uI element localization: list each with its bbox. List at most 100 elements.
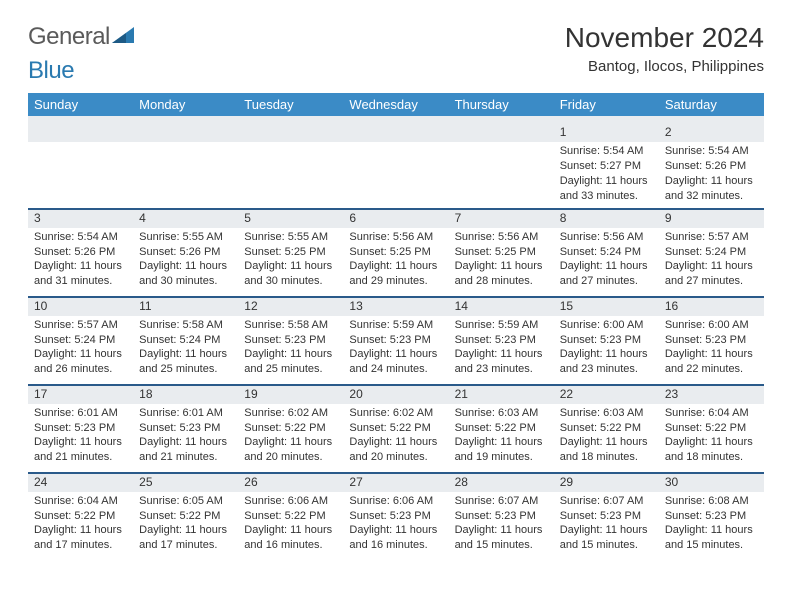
day-number: 9	[659, 210, 764, 228]
daylight-line: Daylight: 11 hours and 26 minutes.	[34, 347, 127, 377]
day-number: 21	[449, 386, 554, 404]
sunrise-line: Sunrise: 5:54 AM	[34, 230, 127, 245]
daylight-line: Daylight: 11 hours and 25 minutes.	[139, 347, 232, 377]
day-number: 1	[554, 124, 659, 142]
daylight-line: Daylight: 11 hours and 21 minutes.	[34, 435, 127, 465]
daylight-line: Daylight: 11 hours and 24 minutes.	[349, 347, 442, 377]
day-number: 17	[28, 386, 133, 404]
sunrise-line: Sunrise: 6:06 AM	[244, 494, 337, 509]
title-block: November 2024 Bantog, Ilocos, Philippine…	[565, 22, 764, 75]
day-number: 22	[554, 386, 659, 404]
calendar-cell: 4Sunrise: 5:55 AMSunset: 5:26 PMDaylight…	[133, 209, 238, 297]
sunset-line: Sunset: 5:22 PM	[244, 421, 337, 436]
calendar-cell: 27Sunrise: 6:06 AMSunset: 5:23 PMDayligh…	[343, 473, 448, 561]
day-number: 7	[449, 210, 554, 228]
sunrise-line: Sunrise: 5:56 AM	[349, 230, 442, 245]
calendar-cell: 12Sunrise: 5:58 AMSunset: 5:23 PMDayligh…	[238, 297, 343, 385]
day-details: Sunrise: 6:01 AMSunset: 5:23 PMDaylight:…	[28, 404, 133, 469]
sunrise-line: Sunrise: 5:59 AM	[455, 318, 548, 333]
daylight-line: Daylight: 11 hours and 28 minutes.	[455, 259, 548, 289]
day-details: Sunrise: 5:59 AMSunset: 5:23 PMDaylight:…	[343, 316, 448, 381]
daylight-line: Daylight: 11 hours and 18 minutes.	[665, 435, 758, 465]
weekday-header-row: SundayMondayTuesdayWednesdayThursdayFrid…	[28, 93, 764, 120]
sunset-line: Sunset: 5:23 PM	[349, 509, 442, 524]
day-details: Sunrise: 6:05 AMSunset: 5:22 PMDaylight:…	[133, 492, 238, 557]
calendar-cell: 7Sunrise: 5:56 AMSunset: 5:25 PMDaylight…	[449, 209, 554, 297]
weekday-header: Tuesday	[238, 93, 343, 120]
calendar-cell: 29Sunrise: 6:07 AMSunset: 5:23 PMDayligh…	[554, 473, 659, 561]
daylight-line: Daylight: 11 hours and 31 minutes.	[34, 259, 127, 289]
sunset-line: Sunset: 5:23 PM	[665, 333, 758, 348]
month-title: November 2024	[565, 22, 764, 54]
sunset-line: Sunset: 5:24 PM	[665, 245, 758, 260]
sunrise-line: Sunrise: 5:54 AM	[560, 144, 653, 159]
calendar-cell	[28, 120, 133, 209]
sunset-line: Sunset: 5:22 PM	[665, 421, 758, 436]
weekday-header: Saturday	[659, 93, 764, 120]
sunset-line: Sunset: 5:27 PM	[560, 159, 653, 174]
weekday-header: Friday	[554, 93, 659, 120]
day-number: 26	[238, 474, 343, 492]
day-details: Sunrise: 6:00 AMSunset: 5:23 PMDaylight:…	[554, 316, 659, 381]
calendar-week-row: 10Sunrise: 5:57 AMSunset: 5:24 PMDayligh…	[28, 297, 764, 385]
daylight-line: Daylight: 11 hours and 15 minutes.	[665, 523, 758, 553]
day-details: Sunrise: 5:59 AMSunset: 5:23 PMDaylight:…	[449, 316, 554, 381]
sunrise-line: Sunrise: 6:02 AM	[244, 406, 337, 421]
calendar-cell: 15Sunrise: 6:00 AMSunset: 5:23 PMDayligh…	[554, 297, 659, 385]
calendar-body: 1Sunrise: 5:54 AMSunset: 5:27 PMDaylight…	[28, 120, 764, 561]
calendar-cell	[449, 120, 554, 209]
sunset-line: Sunset: 5:25 PM	[455, 245, 548, 260]
sunrise-line: Sunrise: 6:01 AM	[34, 406, 127, 421]
sunrise-line: Sunrise: 5:58 AM	[139, 318, 232, 333]
calendar-cell: 6Sunrise: 5:56 AMSunset: 5:25 PMDaylight…	[343, 209, 448, 297]
daylight-line: Daylight: 11 hours and 20 minutes.	[244, 435, 337, 465]
day-number: 10	[28, 298, 133, 316]
day-number: 5	[238, 210, 343, 228]
sunrise-line: Sunrise: 5:59 AM	[349, 318, 442, 333]
sunrise-line: Sunrise: 5:57 AM	[34, 318, 127, 333]
sunset-line: Sunset: 5:22 PM	[560, 421, 653, 436]
daylight-line: Daylight: 11 hours and 27 minutes.	[665, 259, 758, 289]
day-details: Sunrise: 6:04 AMSunset: 5:22 PMDaylight:…	[659, 404, 764, 469]
daylight-line: Daylight: 11 hours and 17 minutes.	[139, 523, 232, 553]
calendar-cell: 9Sunrise: 5:57 AMSunset: 5:24 PMDaylight…	[659, 209, 764, 297]
day-number: 2	[659, 124, 764, 142]
calendar-cell: 19Sunrise: 6:02 AMSunset: 5:22 PMDayligh…	[238, 385, 343, 473]
daylight-line: Daylight: 11 hours and 17 minutes.	[34, 523, 127, 553]
daylight-line: Daylight: 11 hours and 30 minutes.	[139, 259, 232, 289]
calendar-cell: 18Sunrise: 6:01 AMSunset: 5:23 PMDayligh…	[133, 385, 238, 473]
day-details: Sunrise: 6:02 AMSunset: 5:22 PMDaylight:…	[343, 404, 448, 469]
logo-word-1: General	[28, 23, 110, 51]
sunset-line: Sunset: 5:23 PM	[349, 333, 442, 348]
day-number: 18	[133, 386, 238, 404]
day-details: Sunrise: 6:03 AMSunset: 5:22 PMDaylight:…	[554, 404, 659, 469]
sunrise-line: Sunrise: 6:08 AM	[665, 494, 758, 509]
daylight-line: Daylight: 11 hours and 27 minutes.	[560, 259, 653, 289]
sunrise-line: Sunrise: 6:01 AM	[139, 406, 232, 421]
day-number: 15	[554, 298, 659, 316]
calendar-cell: 25Sunrise: 6:05 AMSunset: 5:22 PMDayligh…	[133, 473, 238, 561]
calendar-cell: 13Sunrise: 5:59 AMSunset: 5:23 PMDayligh…	[343, 297, 448, 385]
daylight-line: Daylight: 11 hours and 19 minutes.	[455, 435, 548, 465]
calendar-cell: 24Sunrise: 6:04 AMSunset: 5:22 PMDayligh…	[28, 473, 133, 561]
sunrise-line: Sunrise: 6:04 AM	[34, 494, 127, 509]
sunset-line: Sunset: 5:23 PM	[34, 421, 127, 436]
sunrise-line: Sunrise: 6:02 AM	[349, 406, 442, 421]
sunrise-line: Sunrise: 6:04 AM	[665, 406, 758, 421]
sunset-line: Sunset: 5:24 PM	[139, 333, 232, 348]
day-number: 12	[238, 298, 343, 316]
sunrise-line: Sunrise: 6:07 AM	[560, 494, 653, 509]
calendar-week-row: 3Sunrise: 5:54 AMSunset: 5:26 PMDaylight…	[28, 209, 764, 297]
day-details: Sunrise: 5:54 AMSunset: 5:26 PMDaylight:…	[28, 228, 133, 293]
day-number: 30	[659, 474, 764, 492]
calendar-cell: 22Sunrise: 6:03 AMSunset: 5:22 PMDayligh…	[554, 385, 659, 473]
day-number: 25	[133, 474, 238, 492]
calendar-cell: 21Sunrise: 6:03 AMSunset: 5:22 PMDayligh…	[449, 385, 554, 473]
day-details: Sunrise: 6:00 AMSunset: 5:23 PMDaylight:…	[659, 316, 764, 381]
day-number: 20	[343, 386, 448, 404]
day-details: Sunrise: 6:03 AMSunset: 5:22 PMDaylight:…	[449, 404, 554, 469]
day-number: 27	[343, 474, 448, 492]
weekday-header: Sunday	[28, 93, 133, 120]
calendar-cell: 2Sunrise: 5:54 AMSunset: 5:26 PMDaylight…	[659, 120, 764, 209]
day-details: Sunrise: 5:56 AMSunset: 5:25 PMDaylight:…	[449, 228, 554, 293]
